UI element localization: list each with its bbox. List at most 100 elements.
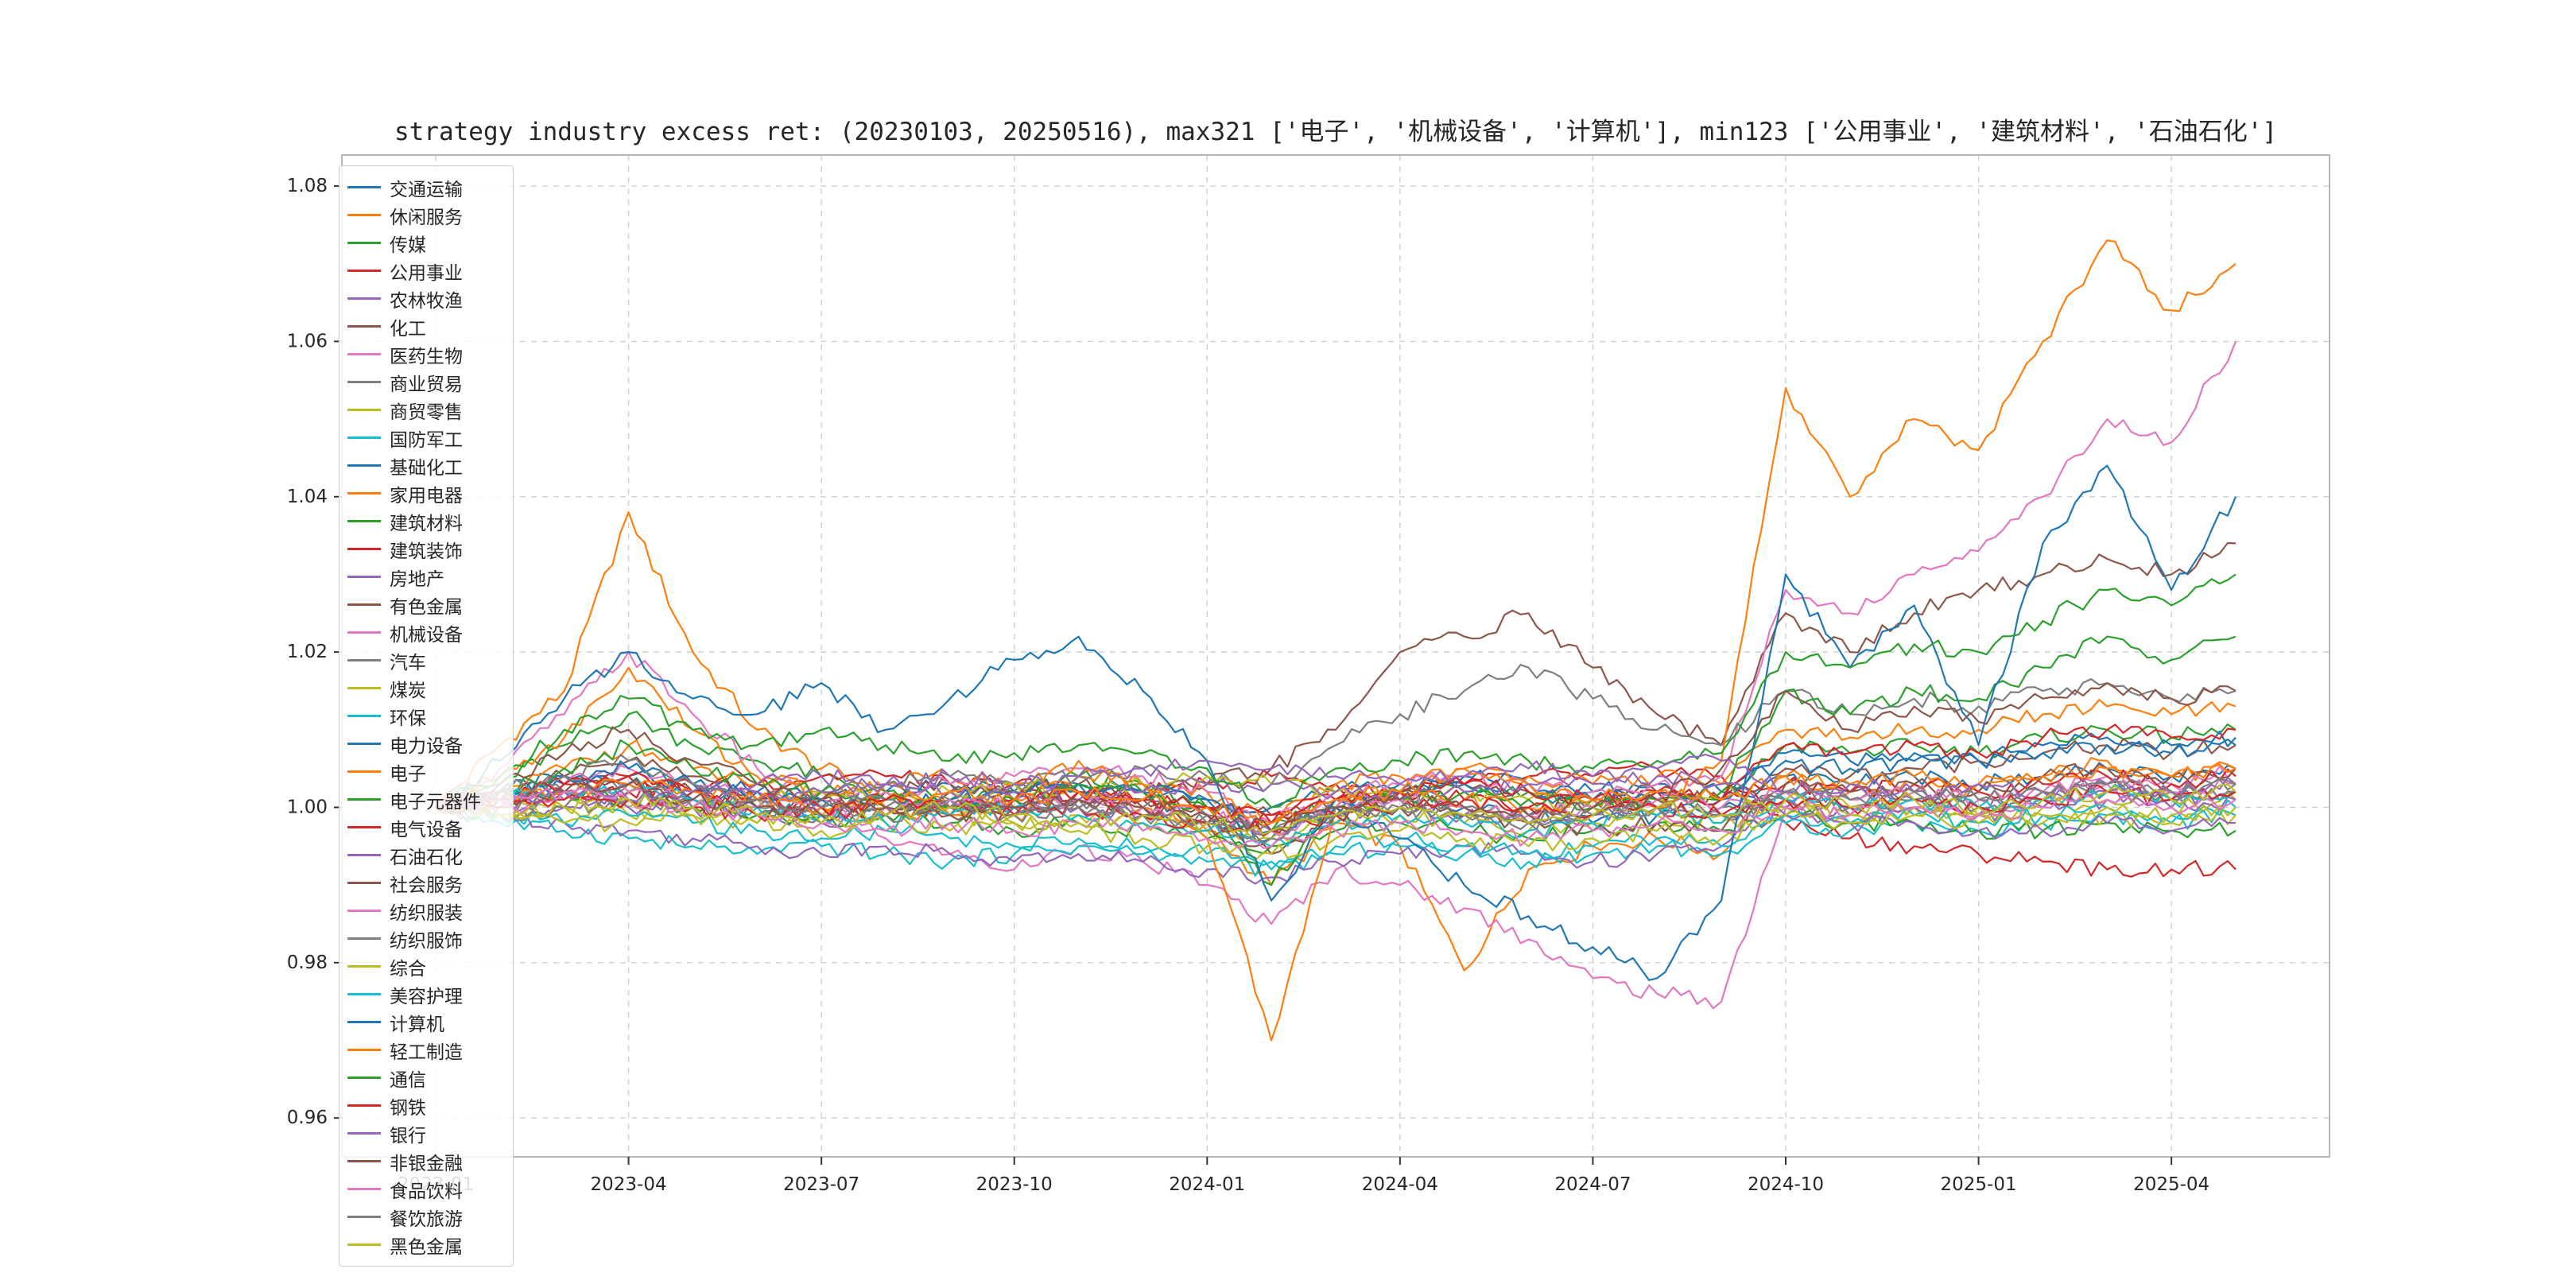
legend-item-传媒: 传媒 [347, 229, 505, 257]
y-tick-label: 1.02 [287, 642, 328, 662]
legend-line-swatch [347, 798, 381, 801]
legend-label: 电力设备 [390, 735, 463, 757]
legend-line-swatch [347, 548, 381, 550]
series-line-石油石化 [435, 770, 2237, 840]
legend-item-非银金融: 非银金融 [347, 1147, 505, 1175]
legend-line-swatch [347, 1243, 381, 1246]
legend-line-swatch [347, 1160, 381, 1162]
legend-label: 房地产 [390, 568, 444, 590]
legend-label: 有色金属 [390, 596, 463, 618]
legend-item-餐饮旅游: 餐饮旅游 [347, 1203, 505, 1231]
legend-line-swatch [347, 297, 381, 300]
chart-title: strategy industry excess ret: (20230103,… [394, 118, 2278, 146]
legend-label: 纺织服装 [390, 902, 463, 924]
legend-line-swatch [347, 603, 381, 606]
series-line-环保 [435, 799, 2237, 869]
legend-item-房地产: 房地产 [347, 563, 505, 591]
legend-item-电力设备: 电力设备 [347, 730, 505, 758]
legend-item-食品饮料: 食品饮料 [347, 1175, 505, 1203]
legend-item-商业贸易: 商业贸易 [347, 368, 505, 396]
series-line-轻工制造 [435, 763, 2237, 827]
legend-line-swatch [347, 1021, 381, 1023]
legend-item-黑色金属: 黑色金属 [347, 1231, 505, 1259]
legend-line-swatch [347, 965, 381, 968]
legend-label: 综合 [390, 958, 426, 980]
legend-item-计算机: 计算机 [347, 1008, 505, 1036]
legend-label: 食品饮料 [390, 1181, 463, 1202]
legend-item-社会服务: 社会服务 [347, 869, 505, 897]
legend-label: 电子元器件 [390, 791, 481, 813]
legend-line-swatch [347, 1132, 381, 1135]
legend-line-swatch [347, 743, 381, 745]
legend-item-建筑材料: 建筑材料 [347, 507, 505, 535]
series-line-休闲服务 [435, 511, 2237, 972]
legend-line-swatch [347, 993, 381, 995]
legend-label: 交通运输 [390, 179, 463, 200]
legend-line-swatch [347, 715, 381, 717]
legend-label: 黑色金属 [390, 1236, 463, 1258]
legend-label: 社会服务 [390, 875, 463, 896]
legend-label: 家用电器 [390, 485, 463, 506]
legend-label: 国防军工 [390, 429, 463, 451]
legend-item-轻工制造: 轻工制造 [347, 1036, 505, 1064]
legend-line-swatch [347, 910, 381, 912]
plot-border [341, 154, 2330, 1158]
legend-item-农林牧渔: 农林牧渔 [347, 285, 505, 312]
legend-line-swatch [347, 353, 381, 355]
legend-line-swatch [347, 464, 381, 467]
x-tick-label: 2023-04 [591, 1174, 667, 1195]
legend-line-swatch [347, 409, 381, 411]
legend-item-电子元器件: 电子元器件 [347, 786, 505, 813]
legend-item-通信: 通信 [347, 1064, 505, 1092]
legend-label: 医药生物 [390, 346, 463, 367]
legend-item-煤炭: 煤炭 [347, 674, 505, 702]
y-tick-label: 1.06 [287, 331, 328, 351]
legend-label: 钢铁 [390, 1097, 426, 1119]
legend-item-环保: 环保 [347, 702, 505, 730]
legend-item-综合: 综合 [347, 952, 505, 980]
legend-label: 化工 [390, 318, 426, 339]
legend-line-swatch [347, 826, 381, 828]
legend-item-休闲服务: 休闲服务 [347, 201, 505, 229]
legend-label: 机械设备 [390, 624, 463, 646]
legend-line-swatch [347, 436, 381, 439]
legend-label: 休闲服务 [390, 207, 463, 228]
legend-item-钢铁: 钢铁 [347, 1092, 505, 1119]
legend-label: 公用事业 [390, 262, 463, 284]
x-tick-label: 2024-04 [1362, 1174, 1438, 1195]
legend-line-swatch [347, 1188, 381, 1190]
legend-label: 商业贸易 [390, 374, 463, 395]
series-line-黑色金属 [435, 783, 2237, 836]
legend-label: 纺织服饰 [390, 930, 463, 952]
x-tick-label: 2023-07 [783, 1174, 859, 1195]
legend-label: 建筑材料 [390, 513, 463, 534]
x-tick-label: 2024-10 [1748, 1174, 1824, 1195]
legend-item-纺织服饰: 纺织服饰 [347, 925, 505, 952]
legend-label: 农林牧渔 [390, 290, 463, 312]
legend-item-电子: 电子 [347, 758, 505, 786]
legend-line-swatch [347, 687, 381, 689]
legend-item-电气设备: 电气设备 [347, 813, 505, 841]
y-tick-label: 1.00 [287, 797, 328, 817]
x-tick-label: 2024-07 [1554, 1174, 1631, 1195]
legend-label: 石油石化 [390, 847, 463, 868]
legend-line-swatch [347, 186, 381, 188]
legend-line-swatch [347, 1216, 381, 1218]
legend-line-swatch [347, 325, 381, 328]
legend-label: 基础化工 [390, 457, 463, 479]
legend-item-商贸零售: 商贸零售 [347, 396, 505, 424]
legend-label: 煤炭 [390, 680, 426, 701]
legend-label: 电气设备 [390, 819, 463, 840]
legend-item-纺织服装: 纺织服装 [347, 897, 505, 925]
y-tick-label: 1.04 [287, 487, 328, 507]
y-tick-label: 0.98 [287, 952, 328, 973]
legend-item-有色金属: 有色金属 [347, 591, 505, 619]
legend-item-家用电器: 家用电器 [347, 479, 505, 507]
legend-label: 建筑装饰 [390, 541, 463, 562]
legend-item-银行: 银行 [347, 1119, 505, 1147]
legend-label: 通信 [390, 1069, 426, 1091]
legend-item-国防军工: 国防军工 [347, 424, 505, 452]
legend-label: 环保 [390, 708, 426, 729]
series-line-计算机 [435, 464, 2237, 981]
